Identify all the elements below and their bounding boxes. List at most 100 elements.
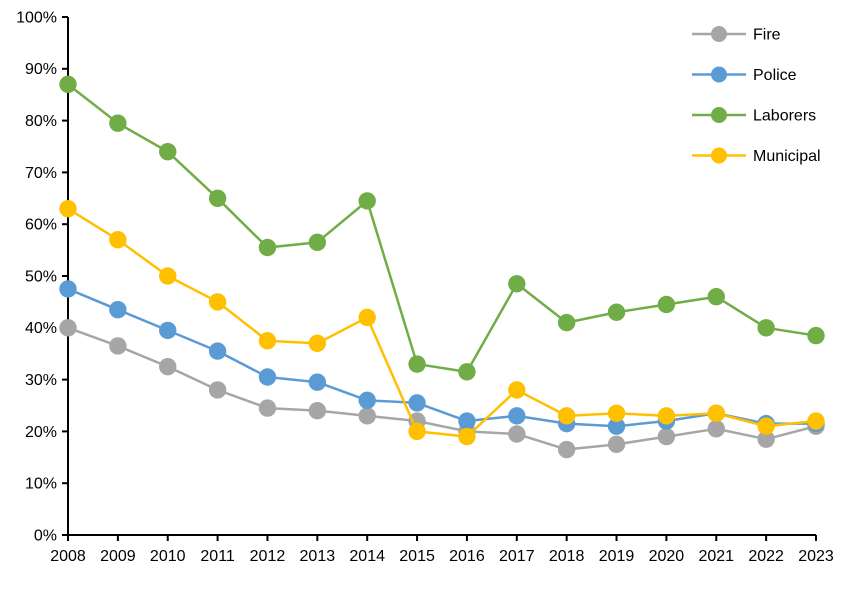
data-point-laborers-2009 bbox=[109, 114, 127, 132]
data-point-laborers-2023 bbox=[807, 326, 825, 345]
data-point-fire-2014 bbox=[358, 407, 376, 425]
data-point-fire-2017 bbox=[508, 425, 526, 443]
y-axis-tick-label: 0% bbox=[34, 527, 57, 544]
legend-marker-icon bbox=[711, 66, 727, 83]
legend-label: Police bbox=[753, 67, 797, 84]
data-point-municipal-2009 bbox=[109, 231, 127, 249]
x-axis-tick-label: 2020 bbox=[649, 548, 685, 565]
series-line-municipal bbox=[66, 207, 818, 438]
x-axis-tick-label: 2016 bbox=[449, 548, 485, 565]
legend-label: Municipal bbox=[753, 148, 821, 165]
data-point-police-2019 bbox=[607, 417, 626, 435]
x-axis-tick-label: 2013 bbox=[300, 548, 336, 565]
data-point-municipal-2014 bbox=[358, 308, 376, 327]
data-point-police-2015 bbox=[408, 394, 426, 412]
series-line-police bbox=[66, 287, 818, 428]
x-axis-tick-label: 2015 bbox=[399, 548, 435, 565]
data-point-police-2014 bbox=[358, 391, 376, 410]
legend-label: Fire bbox=[753, 26, 781, 43]
y-axis-tick-label: 40% bbox=[25, 320, 57, 337]
x-axis-tick-label: 2021 bbox=[698, 548, 734, 565]
data-point-municipal-2019 bbox=[607, 404, 626, 422]
data-point-laborers-2017 bbox=[508, 275, 526, 293]
data-point-police-2010 bbox=[159, 321, 177, 340]
data-point-police-2012 bbox=[258, 368, 277, 386]
x-axis-tick-label: 2009 bbox=[100, 548, 136, 565]
data-point-laborers-2008 bbox=[59, 75, 77, 94]
y-axis-tick-label: 70% bbox=[25, 165, 57, 182]
series-fire bbox=[59, 319, 825, 459]
data-point-municipal-2012 bbox=[258, 332, 277, 350]
data-point-police-2017 bbox=[508, 407, 526, 425]
x-axis-tick-label: 2010 bbox=[150, 548, 186, 565]
series-laborers bbox=[59, 75, 825, 381]
y-axis-tick-label: 20% bbox=[25, 424, 57, 441]
legend-marker-icon bbox=[711, 147, 727, 164]
data-point-police-2016 bbox=[458, 412, 476, 430]
data-point-police-2011 bbox=[208, 342, 227, 360]
y-axis-tick-label: 100% bbox=[16, 9, 57, 26]
x-axis-tick-label: 2014 bbox=[349, 548, 385, 565]
legend-item-police: Police bbox=[692, 66, 797, 84]
x-axis-tick-label: 2023 bbox=[798, 548, 834, 565]
x-axis-tick-label: 2011 bbox=[200, 548, 235, 565]
data-point-fire-2020 bbox=[657, 427, 676, 446]
legend-item-laborers: Laborers bbox=[692, 107, 816, 124]
data-point-laborers-2021 bbox=[707, 288, 725, 306]
data-point-fire-2008 bbox=[59, 319, 77, 337]
legend: Fire Police Laborers Municipal bbox=[692, 26, 821, 165]
y-axis-tick-label: 30% bbox=[25, 372, 57, 389]
data-point-laborers-2016 bbox=[458, 363, 476, 381]
y-axis-tick-label: 10% bbox=[25, 476, 57, 493]
data-point-fire-2011 bbox=[208, 381, 227, 399]
data-point-fire-2022 bbox=[757, 430, 775, 448]
x-axis-tick-label: 2022 bbox=[748, 548, 784, 565]
y-axis-tick-label: 80% bbox=[25, 113, 57, 130]
data-point-municipal-2022 bbox=[757, 417, 775, 435]
data-point-municipal-2015 bbox=[408, 422, 426, 441]
x-axis-tick-label: 2008 bbox=[50, 548, 86, 565]
legend-label: Laborers bbox=[753, 107, 816, 124]
data-point-laborers-2022 bbox=[757, 319, 775, 337]
data-point-laborers-2010 bbox=[159, 142, 177, 161]
y-axis-tick-label: 60% bbox=[25, 217, 57, 234]
x-axis-tick-label: 2012 bbox=[250, 548, 286, 565]
data-point-municipal-2023 bbox=[807, 412, 825, 430]
data-point-laborers-2014 bbox=[358, 192, 376, 210]
y-axis-tick-label: 50% bbox=[25, 268, 57, 285]
data-point-laborers-2011 bbox=[208, 189, 227, 207]
data-point-fire-2021 bbox=[707, 420, 725, 438]
data-point-laborers-2012 bbox=[258, 238, 277, 257]
x-axis-tick-label: 2017 bbox=[499, 548, 535, 565]
y-axis-tick-label: 90% bbox=[25, 61, 57, 78]
data-point-fire-2009 bbox=[109, 337, 127, 355]
legend-item-municipal: Municipal bbox=[692, 147, 821, 165]
data-point-laborers-2013 bbox=[308, 233, 327, 252]
data-point-laborers-2015 bbox=[408, 355, 426, 373]
legend-marker-icon bbox=[711, 26, 727, 42]
data-point-municipal-2008 bbox=[59, 199, 77, 218]
data-point-police-2013 bbox=[308, 373, 327, 391]
series-municipal bbox=[59, 199, 825, 446]
x-axis-tick-label: 2018 bbox=[549, 548, 585, 565]
legend-item-fire: Fire bbox=[692, 26, 781, 43]
data-point-municipal-2018 bbox=[557, 407, 576, 425]
data-point-police-2008 bbox=[59, 280, 77, 298]
x-axis-tick-label: 2019 bbox=[599, 548, 635, 565]
data-point-municipal-2017 bbox=[508, 381, 526, 399]
series-line-fire bbox=[66, 326, 818, 451]
data-point-municipal-2010 bbox=[159, 267, 177, 285]
data-point-laborers-2019 bbox=[607, 303, 626, 321]
data-point-municipal-2011 bbox=[208, 293, 227, 311]
series-line-laborers bbox=[66, 83, 818, 374]
data-point-municipal-2021 bbox=[707, 404, 725, 422]
data-point-fire-2018 bbox=[557, 440, 576, 459]
data-point-fire-2013 bbox=[308, 401, 327, 420]
data-point-laborers-2020 bbox=[657, 295, 676, 314]
data-point-fire-2012 bbox=[258, 399, 277, 417]
data-point-municipal-2016 bbox=[458, 427, 476, 446]
data-point-fire-2019 bbox=[607, 435, 626, 454]
data-point-municipal-2013 bbox=[308, 334, 327, 353]
